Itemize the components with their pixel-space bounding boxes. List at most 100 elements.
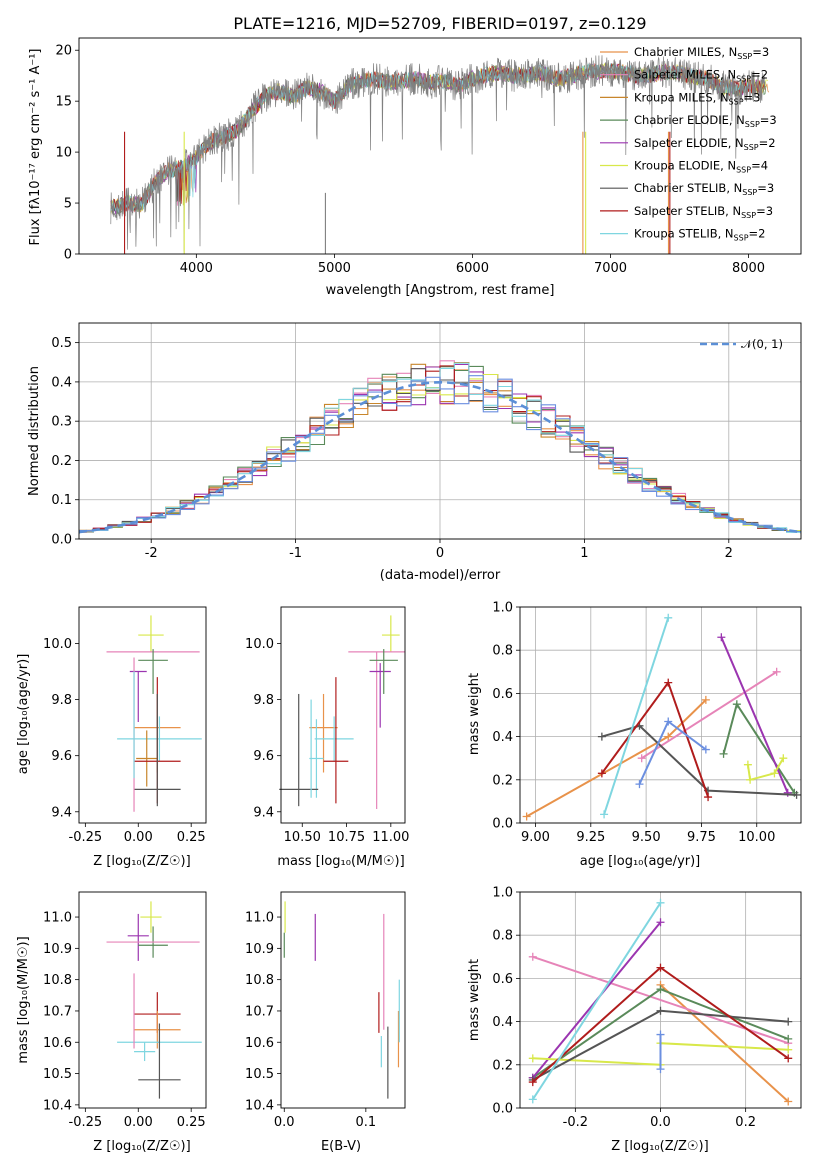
weight-point <box>664 678 673 687</box>
weight-point <box>656 918 665 927</box>
legend-label: Chabrier MILES, NSSP=3 <box>634 45 769 61</box>
x-tick-label: -0.25 <box>69 1115 103 1130</box>
y-tick-label: 0.6 <box>492 972 513 987</box>
legend-label: Salpeter STELIB, NSSP=3 <box>634 204 773 220</box>
x-tick-label: 2 <box>725 546 733 561</box>
y-tick-label: 10 <box>55 146 72 161</box>
age-vs-mass-panel: 10.50 10.75 11.00 9.4 9.6 9.8 10.0 <box>245 606 409 845</box>
age-vs-Z-panel: -0.25 0.00 0.25 9.4 9.6 9.8 10.0 <box>43 606 207 845</box>
weight-vs-Z-ylabel: mass weight <box>467 959 482 1041</box>
y-tick-label: 0.2 <box>51 454 72 469</box>
data-spectrum-line <box>110 55 766 252</box>
y-tick-label: 0.4 <box>492 730 513 745</box>
x-tick-label: 1 <box>580 546 588 561</box>
x-tick-label: 9.25 <box>576 830 605 845</box>
y-tick-label: 20 <box>55 44 72 59</box>
weight-point <box>597 732 606 741</box>
legend-label: Kroupa ELODIE, NSSP=4 <box>634 159 768 175</box>
legend-label: Kroupa STELIB, NSSP=2 <box>634 227 765 243</box>
weight-point <box>656 963 665 972</box>
figure-title: PLATE=1216, MJD=52709, FIBERID=0197, z=0… <box>233 14 646 33</box>
weight-line <box>526 699 707 818</box>
weight-point <box>784 1054 793 1063</box>
x-tick-label: 10.50 <box>284 830 321 845</box>
y-tick-label: 10.8 <box>245 973 274 988</box>
x-tick-label: 11.00 <box>372 830 409 845</box>
weight-vs-age-ylabel: mass weight <box>467 673 482 755</box>
weight-line <box>720 636 789 794</box>
age-vs-Z-xlabel: Z [log₁₀(Z/Z☉)] <box>93 854 190 869</box>
axes-frame <box>78 606 207 824</box>
weight-point <box>664 732 673 741</box>
weight-point <box>656 1006 665 1015</box>
x-tick-label: 9.50 <box>632 830 661 845</box>
legend-label: Salpeter MILES, NSSP=2 <box>634 68 768 84</box>
weight-point <box>743 760 752 769</box>
histograms <box>79 360 801 535</box>
mass-vs-ebv-panel: 0.0 0.1 10.4 10.5 10.6 10.7 10.8 10.9 11.0 <box>245 891 406 1130</box>
y-tick-label: 0.6 <box>492 687 513 702</box>
weight-point <box>664 613 673 622</box>
y-tick-label: 15 <box>55 95 72 110</box>
legend-label: Chabrier STELIB, NSSP=3 <box>634 181 774 197</box>
axes-frame <box>78 37 802 255</box>
x-tick-label: 10.00 <box>738 830 775 845</box>
x-tick-label: -2 <box>145 546 158 561</box>
x-tick-label: 4000 <box>180 261 213 276</box>
y-tick-label: 10.7 <box>43 1004 72 1019</box>
x-tick-label: -0.25 <box>69 830 103 845</box>
mass-vs-ebv-xlabel: E(B-V) <box>321 1139 361 1154</box>
age-vs-mass-xlabel: mass [log₁₀(M/M☉)] <box>277 854 404 869</box>
residuals-panel: -2 -1 0 1 2 0.0 0.1 0.2 0.3 0.4 0.5 𝒩(0, 1) <box>51 322 802 561</box>
axes-frame <box>519 891 802 1109</box>
legend-label: Chabrier ELODIE, NSSP=3 <box>634 113 777 129</box>
weight-line <box>531 902 662 1100</box>
spectrum-ylabel: Flux [fλ10⁻¹⁷ erg cm⁻² s⁻¹ A⁻¹] <box>28 49 43 246</box>
y-tick-label: 9.6 <box>253 749 274 764</box>
weight-point <box>792 790 801 799</box>
weight-point <box>656 898 665 907</box>
y-tick-label: 0.4 <box>51 375 72 390</box>
x-tick-label: 0.2 <box>735 1115 756 1130</box>
y-tick-label: 0.0 <box>492 1102 513 1117</box>
weight-point <box>656 1030 665 1039</box>
weight-line <box>603 617 670 815</box>
weight-line <box>601 724 797 796</box>
weight-point <box>772 667 781 676</box>
weight-point <box>717 633 726 642</box>
y-tick-label: 10.9 <box>43 942 72 957</box>
y-tick-label: 0.5 <box>51 336 72 351</box>
weight-vs-Z-panel: -0.2 0.0 0.2 0.0 0.2 0.4 0.6 0.8 1.0 <box>492 886 802 1130</box>
spectrum-panel: 4000 5000 6000 7000 8000 0 5 10 15 20 Chabrier MIL… <box>55 37 802 276</box>
weight-point <box>522 812 531 821</box>
y-tick-label: 10.6 <box>245 1036 274 1051</box>
y-tick-label: 9.8 <box>51 693 72 708</box>
weight-point <box>784 1017 793 1026</box>
x-tick-label: 0.25 <box>177 830 206 845</box>
weight-vs-Z-xlabel: Z [log₁₀(Z/Z☉)] <box>611 1139 708 1154</box>
weight-point <box>770 769 779 778</box>
weight-point <box>784 1097 793 1106</box>
weight-point <box>732 700 741 709</box>
spectrum-legend: Chabrier MILES, NSSP=3 Salpeter MILES, NS… <box>600 45 777 243</box>
axes-frame <box>78 891 207 1109</box>
mass-vs-Z-xlabel: Z [log₁₀(Z/Z☉)] <box>93 1139 190 1154</box>
weight-point <box>528 1054 537 1063</box>
x-tick-label: -1 <box>289 546 302 561</box>
x-tick-label: 0.00 <box>124 830 153 845</box>
y-tick-label: 11.0 <box>43 911 72 926</box>
x-tick-label: 0.1 <box>355 1115 376 1130</box>
weight-line <box>641 670 778 760</box>
spectrum-xlabel: wavelength [Angstrom, rest frame] <box>326 283 555 298</box>
y-tick-label: 0.8 <box>492 644 513 659</box>
weight-point <box>635 780 644 789</box>
y-tick-label: 0.4 <box>492 1015 513 1030</box>
mass-vs-Z-ylabel: mass [log₁₀(M/M☉)] <box>16 936 31 1063</box>
y-tick-label: 0.2 <box>492 1058 513 1073</box>
axes-frame <box>519 606 802 824</box>
residuals-ylabel: Normed distribution <box>27 366 42 496</box>
y-tick-label: 10.9 <box>245 942 274 957</box>
weight-point <box>779 754 788 763</box>
weight-point <box>784 1034 793 1043</box>
y-tick-label: 10.0 <box>245 637 274 652</box>
